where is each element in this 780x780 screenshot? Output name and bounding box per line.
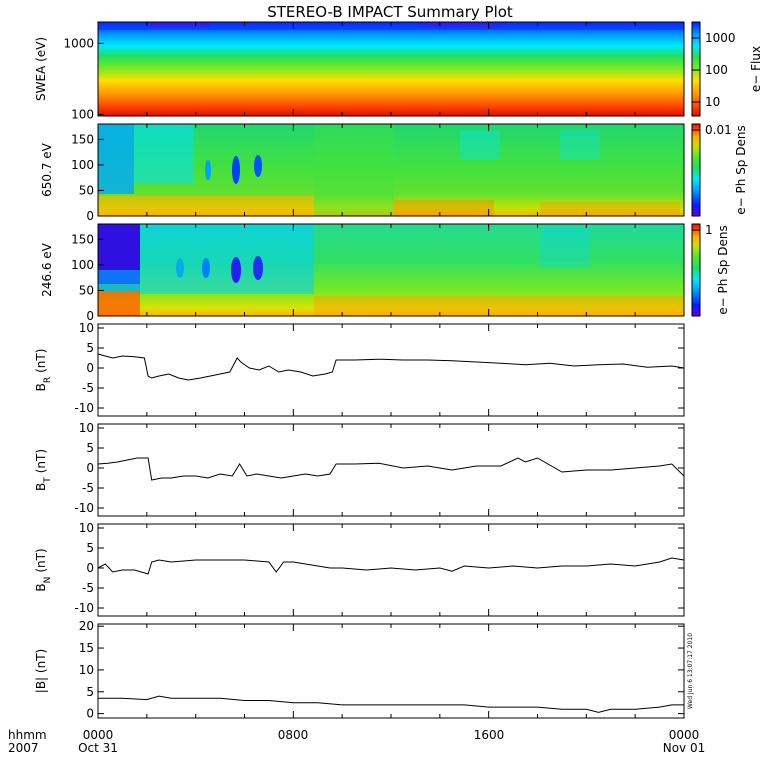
babs-y-label: |B| (nT): [34, 649, 48, 693]
y-tick-label: 5: [86, 441, 94, 455]
y-tick-label: 50: [79, 283, 94, 297]
pad246-texture: [98, 224, 684, 316]
colorbar-tick-label: 0.01: [705, 123, 732, 137]
y-tick-label: 0: [86, 561, 94, 575]
y-tick-label: 100: [71, 107, 94, 121]
y-tick-label: 150: [71, 232, 94, 246]
br-series: [97, 353, 685, 381]
pad650-y-axis: 0 50 100 150: [71, 132, 104, 223]
pad650-colorbar-label: e− Ph Sp Dens: [734, 125, 748, 214]
bt-line: [97, 457, 685, 481]
y-tick-label: 0: [86, 309, 94, 323]
bt-y-axis: -10 -5 0 5 10: [74, 421, 684, 515]
swea-panel: 100 1000 SWEA (eV) 1000 100 10 e− Flux: [34, 21, 763, 121]
y-tick-label: 10: [79, 521, 94, 535]
y-tick-label: 5: [86, 685, 94, 699]
y-tick-label: 0: [86, 361, 94, 375]
y-tick-label: 100: [71, 258, 94, 272]
br-y-axis: -10 -5 0 5 10: [74, 321, 684, 415]
pad246-colorbar: [691, 223, 701, 317]
y-tick-label: 10: [79, 663, 94, 677]
pad246-y-label: 246.6 eV: [40, 242, 54, 297]
y-tick-label: 150: [71, 132, 94, 146]
y-tick-label: 50: [79, 183, 94, 197]
y-tick-label: -10: [74, 601, 94, 615]
y-tick-label: 10: [79, 421, 94, 435]
pad650-panel: 0 50 100 150 650.7 eV 0.01 e− Ph Sp Dens: [40, 123, 748, 223]
babs-series: [98, 695, 684, 713]
pad650-colorbar: [691, 123, 701, 217]
time-axis: [97, 22, 685, 718]
y-tick-label: 0: [86, 461, 94, 475]
x-axis-year-label: 2007: [8, 741, 39, 755]
swea-y-axis: 100 1000: [63, 36, 104, 121]
colorbar-tick-label: 100: [705, 63, 728, 77]
br-panel: -10 -5 0 5 10 BR(nT): [34, 321, 685, 417]
pad650-colorbar-ticks: 0.01: [692, 123, 732, 137]
y-tick-label: -5: [82, 381, 94, 395]
bn-series: [97, 557, 685, 575]
x-date-label-start: Oct 31: [78, 741, 118, 755]
x-date-label-end: Nov 01: [663, 741, 706, 755]
plot-title: STEREO-B IMPACT Summary Plot: [267, 3, 513, 21]
y-tick-label: 1000: [63, 36, 94, 50]
pad246-colorbar-label: e− Ph Sp Dens: [716, 225, 730, 314]
bn-y-label: BN(nT): [34, 548, 53, 591]
x-tick-label-1600: 1600: [474, 728, 505, 742]
br-y-label: BR(nT): [34, 349, 53, 392]
x-axis-unit-label: hhmm: [8, 728, 47, 742]
pad246-panel: 0 50 100 150 246.6 eV 1 e− Ph Sp Dens: [40, 223, 730, 323]
generation-timestamp: Wed Jun 6 13:07:17 2010: [687, 633, 694, 709]
y-tick-label: -5: [82, 481, 94, 495]
x-tick-label-0000-start: 0000: [83, 728, 114, 742]
pad650-texture: [98, 124, 680, 216]
bn-panel: -10 -5 0 5 10 BN(nT): [34, 521, 685, 617]
swea-y-label: SWEA (eV): [34, 37, 48, 101]
y-tick-label: 0: [86, 209, 94, 223]
y-tick-label: 15: [79, 641, 94, 655]
y-tick-label: 20: [79, 619, 94, 633]
y-tick-label: 10: [79, 321, 94, 335]
x-tick-label-0000-end: 0000: [669, 728, 700, 742]
pad246-colorbar-ticks: 1: [692, 223, 713, 237]
pad650-y-label: 650.7 eV: [40, 142, 54, 197]
y-tick-label: -10: [74, 501, 94, 515]
colorbar-tick-label: 10: [705, 95, 720, 109]
y-tick-label: 0: [86, 707, 94, 721]
bt-panel: -10 -5 0 5 10 BT(nT): [34, 421, 685, 517]
babs-line: [98, 695, 684, 713]
colorbar-tick-label: 1: [705, 223, 713, 237]
babs-y-axis: 0 5 10 15 20: [79, 619, 684, 721]
y-tick-label: -10: [74, 401, 94, 415]
pad246-y-axis: 0 50 100 150: [71, 232, 104, 323]
y-tick-label: 5: [86, 341, 94, 355]
y-tick-label: -5: [82, 581, 94, 595]
y-tick-label: 100: [71, 158, 94, 172]
br-line: [97, 353, 685, 381]
colorbar-tick-label: 1000: [705, 31, 736, 45]
swea-spectrogram: [98, 22, 684, 116]
swea-colorbar-label: e− Flux: [749, 46, 763, 92]
babs-panel: 0 5 10 15 20 |B| (nT) Wed Jun 6 13:07:17 201…: [34, 619, 694, 720]
y-tick-label: 5: [86, 541, 94, 555]
bn-y-axis: -10 -5 0 5 10: [74, 521, 684, 615]
x-tick-label-0800: 0800: [278, 728, 309, 742]
swea-colorbar-ticks: 1000 100 10: [692, 31, 736, 109]
bt-series: [97, 457, 685, 481]
bt-y-label: BT(nT): [34, 449, 53, 491]
bn-line: [97, 557, 685, 575]
swea-colorbar: [691, 21, 701, 117]
